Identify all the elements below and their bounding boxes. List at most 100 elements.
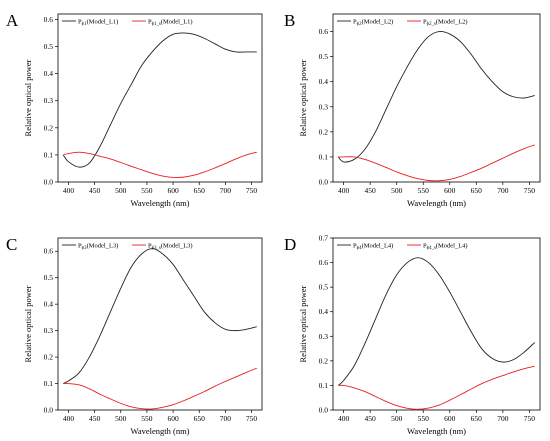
series-line-phi-s [338,365,535,410]
legend-entry: Pϕ1(Model_L1) [78,18,118,27]
x-tick-label: 600 [444,414,456,423]
y-axis-title: Relative optical power [23,285,33,362]
x-tick-label: 450 [365,186,377,195]
x-tick-label: 750 [524,186,536,195]
y-tick-label: 0.2 [319,127,329,136]
x-axis-title: Wavelength (nm) [130,198,189,208]
y-tick-label: 0.1 [319,381,329,390]
series-line-phi-s [63,367,257,410]
x-axis-title: Wavelength (nm) [407,426,466,436]
x-tick-label: 500 [391,414,403,423]
x-tick-label: 500 [115,414,127,423]
legend: Pϕ1(Model_L1) Pϕ1_s(Model_L1) [62,18,193,27]
x-axis-title: Wavelength (nm) [130,426,189,436]
x-tick-label: 700 [220,186,232,195]
x-tick-label: 550 [141,186,153,195]
x-tick-label: 700 [220,414,232,423]
chart-panel-d: D 400 450 500 550 600 650 700 750 0.0 0.1 0.2 0.3 0.4… [284,234,541,436]
x-tick-label: 750 [524,414,536,423]
plot-frame [57,13,263,183]
y-tick-label: 0.2 [44,353,54,362]
y-tick-label: 0.5 [44,273,54,282]
chart-panel-a: A 400 450 500 550 600 650 700 750 0.0 0.1 0.2 0.3 0.4… [6,11,263,208]
y-tick-label: 0.4 [44,69,54,78]
x-tick-label: 500 [391,186,403,195]
y-axis-title: Relative optical power [23,59,33,136]
series-line-phi-s [63,151,257,178]
series-line-phi [338,257,535,386]
y-tick-label: 0.6 [319,258,329,267]
y-tick-label: 0.0 [44,406,54,415]
x-tick-label: 700 [497,186,509,195]
y-tick-label: 0.6 [319,27,329,36]
y-tick-label: 0.3 [319,332,329,341]
legend-entry: Pϕ4_s(Model_L4) [423,242,468,251]
y-tick-label: 0.4 [319,307,329,316]
x-tick-label: 550 [141,414,153,423]
panel-label: B [284,11,295,30]
y-tick-label: 0.0 [319,406,329,415]
y-tick-label: 0.0 [319,178,329,187]
panel-label: A [6,11,19,30]
x-tick-label: 450 [365,414,377,423]
y-tick-label: 0.5 [44,42,54,51]
x-tick-label: 400 [63,186,75,195]
y-tick-label: 0.3 [319,102,329,111]
y-tick-label: 0.6 [44,15,54,24]
x-tick-label: 500 [115,186,127,195]
series-line-phi [63,248,257,384]
y-tick-label: 0.4 [319,77,329,86]
y-tick-label: 0.7 [319,234,329,243]
legend: Pϕ3(Model_L3) Pϕ3_s(Model_L3) [62,242,193,251]
x-tick-label: 550 [418,414,430,423]
y-tick-label: 0.3 [44,326,54,335]
x-tick-label: 700 [497,414,509,423]
legend: Pϕ4(Model_L4) Pϕ4_s(Model_L4) [337,242,468,251]
x-tick-label: 450 [89,414,101,423]
series-line-phi [337,31,535,163]
x-tick-label: 600 [167,414,179,423]
x-axis-title: Wavelength (nm) [407,198,466,208]
y-axis-title: Relative optical power [298,59,308,136]
legend-entry: Pϕ3_s(Model_L3) [148,242,193,251]
x-tick-label: 750 [246,186,258,195]
legend: Pϕ2(Model_L2) Pϕ2_s(Model_L2) [337,18,468,27]
y-tick-label: 0.2 [319,356,329,365]
x-tick-label: 650 [471,186,483,195]
x-tick-label: 400 [338,414,350,423]
legend-entry: Pϕ2(Model_L2) [353,18,393,27]
y-tick-label: 0.5 [319,283,329,292]
x-tick-label: 650 [194,414,206,423]
series-line-phi-s [338,144,535,182]
panel-label: D [284,235,296,254]
x-tick-label: 400 [338,186,350,195]
y-axis-title: Relative optical power [298,285,308,362]
y-tick-label: 0.2 [44,123,54,132]
y-tick-label: 0.4 [44,300,54,309]
x-tick-label: 650 [471,414,483,423]
y-tick-label: 0.3 [44,96,54,105]
plot-frame [332,13,541,183]
y-tick-label: 0.0 [44,178,54,187]
y-tick-label: 0.1 [319,152,329,161]
plot-frame [57,237,263,411]
y-tick-label: 0.1 [44,379,54,388]
x-tick-label: 750 [246,414,258,423]
y-tick-label: 0.1 [44,150,54,159]
x-tick-label: 550 [418,186,430,195]
x-tick-label: 600 [167,186,179,195]
x-tick-label: 450 [89,186,101,195]
chart-panel-c: C 400 450 500 550 600 650 700 750 0.0 0.1 0.2 0.3 0.4… [6,235,263,436]
y-tick-label: 0.6 [44,247,54,256]
panel-label: C [6,235,17,254]
x-tick-label: 650 [194,186,206,195]
legend-entry: Pϕ1_s(Model_L1) [148,18,193,27]
plot-frame [332,237,541,411]
legend-entry: Pϕ3(Model_L3) [78,242,118,251]
x-tick-label: 400 [63,414,75,423]
legend-entry: Pϕ2_s(Model_L2) [423,18,468,27]
series-line-phi [62,32,257,168]
chart-panel-b: B 400 450 500 550 600 650 700 750 0.0 0.1 0.2 0.3 0.4… [284,11,541,208]
x-tick-label: 600 [444,186,456,195]
